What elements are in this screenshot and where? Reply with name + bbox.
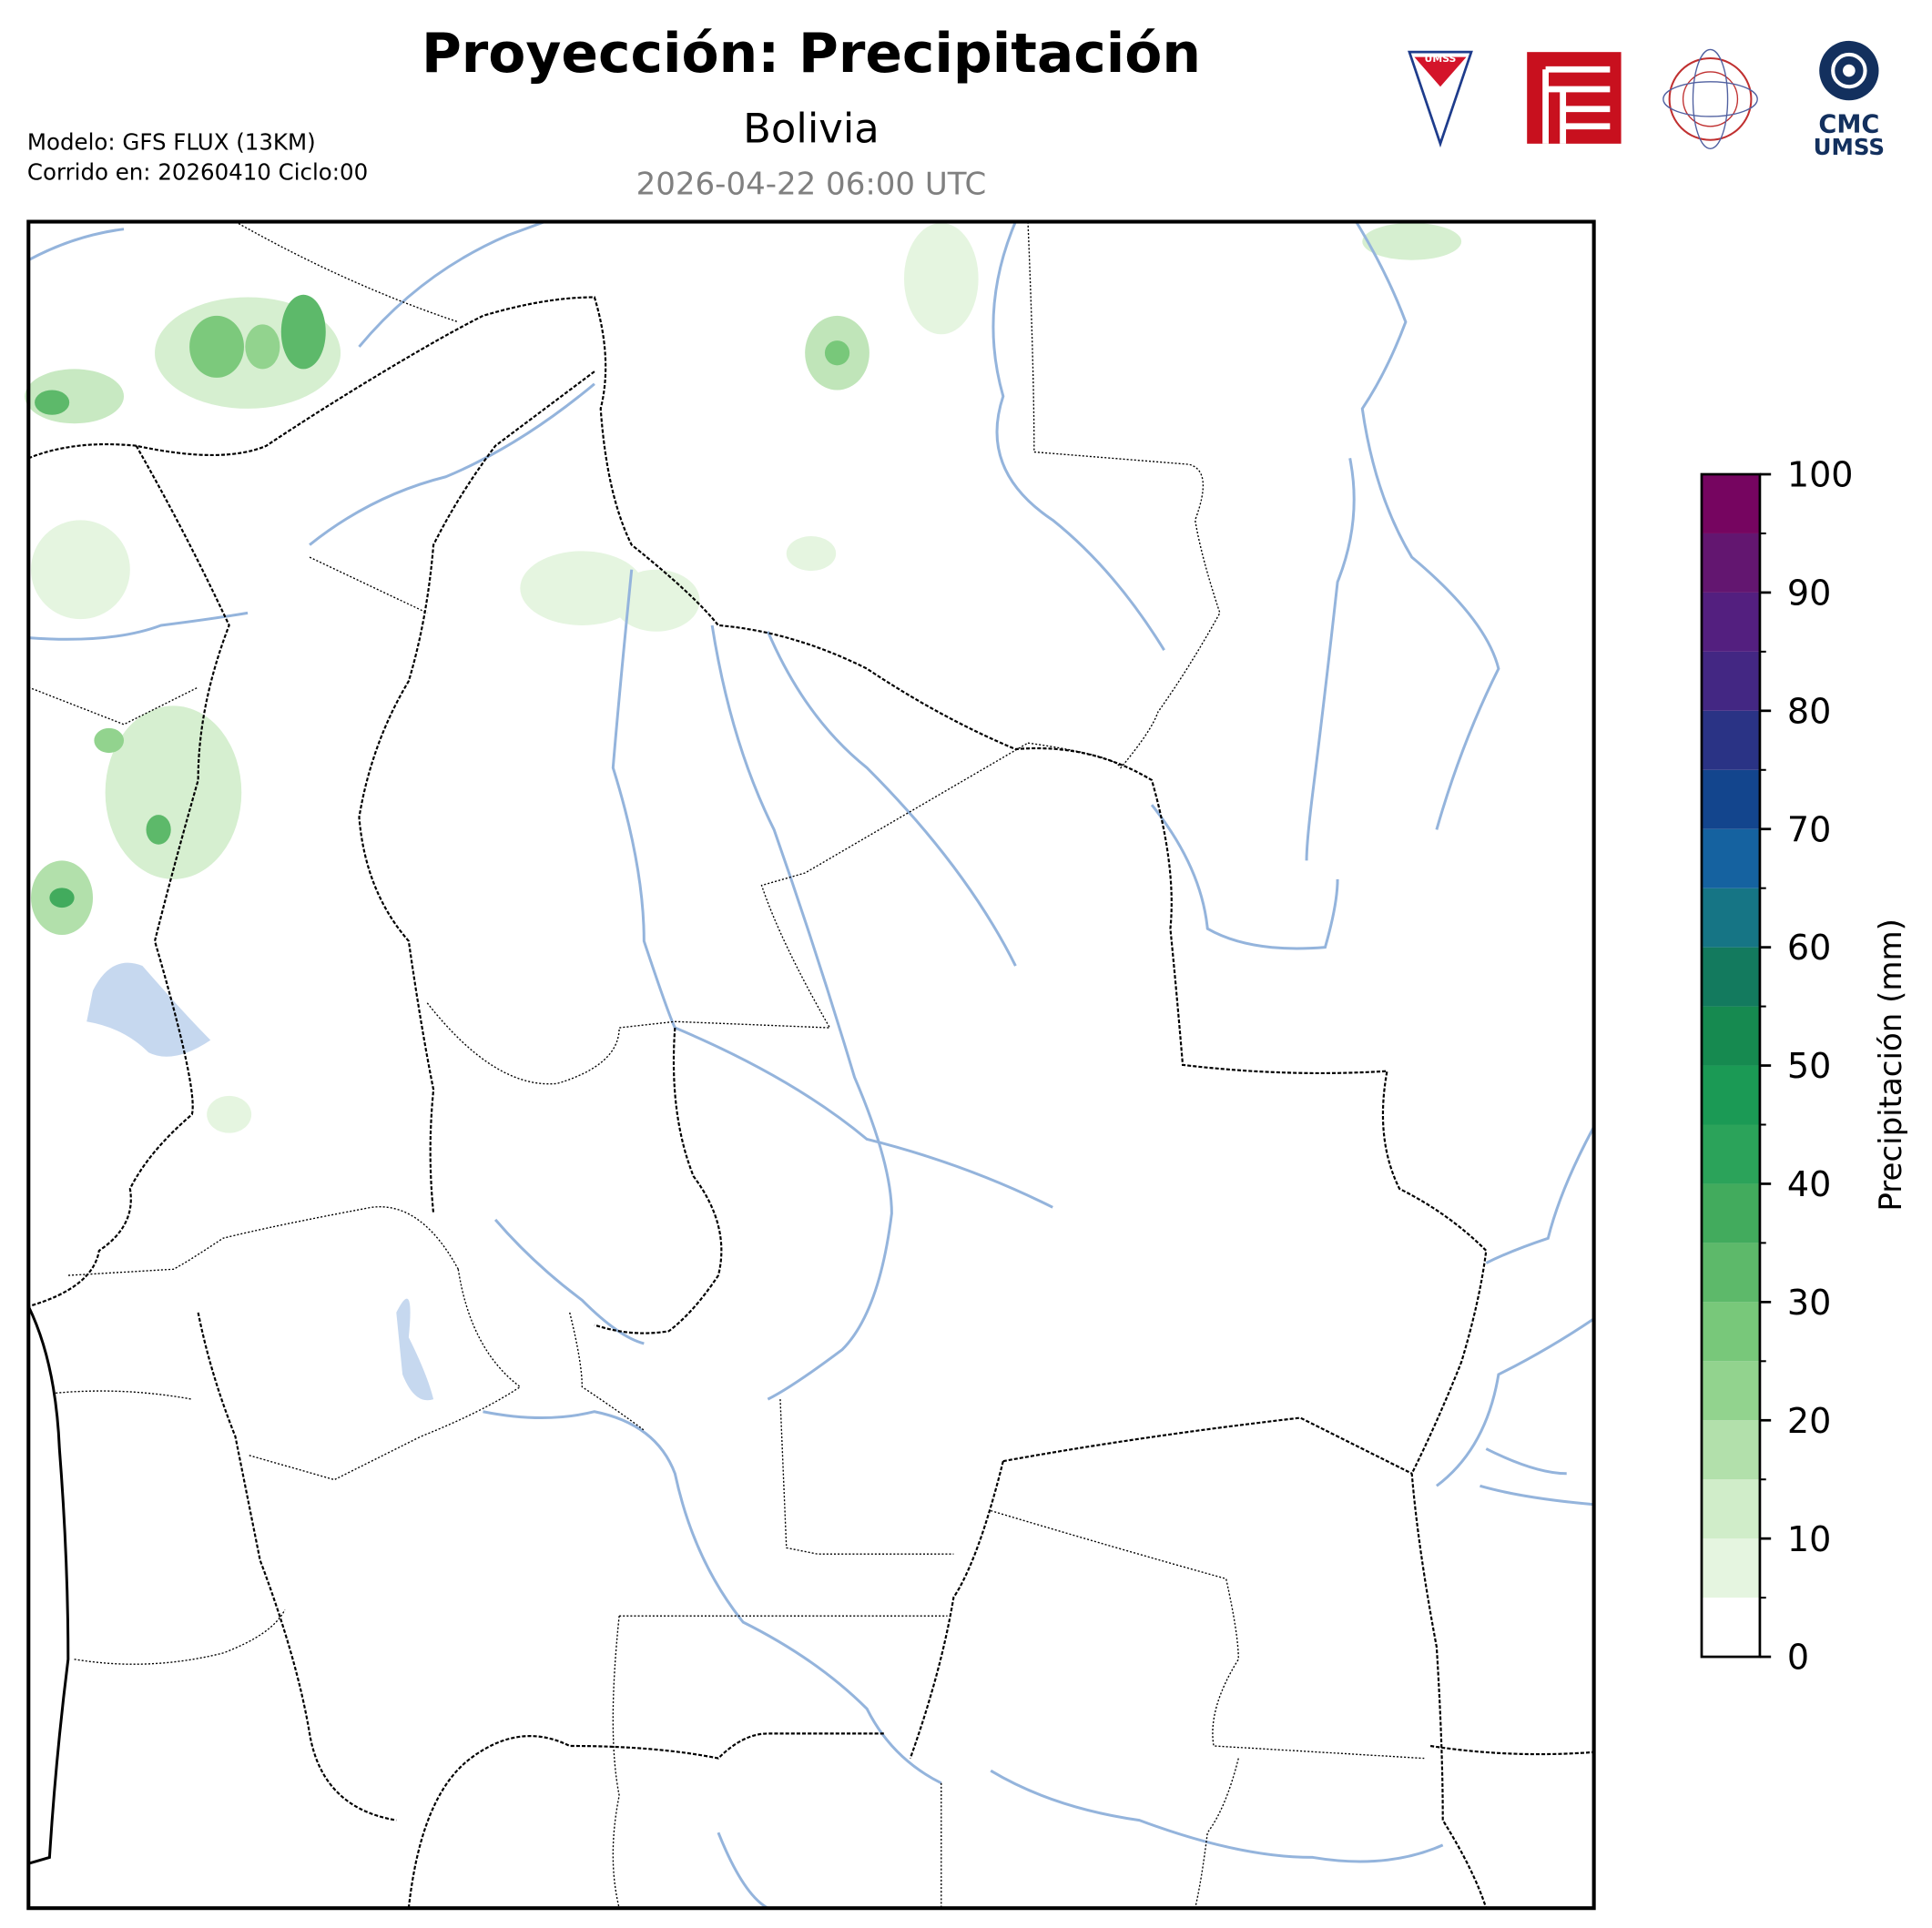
colorbar-tick-label: 60 (1787, 928, 1831, 968)
colorbar-segment (1701, 888, 1760, 948)
title: Proyección: Precipitación (422, 22, 1201, 86)
colorbar-tick-label: 90 (1787, 573, 1831, 614)
logo-text: CMC (1818, 111, 1879, 139)
colorbar-segment (1701, 1065, 1760, 1125)
subtitle: Bolivia (743, 104, 880, 152)
country-borders (26, 296, 1594, 1909)
colorbar-segment (1701, 769, 1760, 829)
colorbar-segment (1701, 592, 1760, 652)
colorbar-tick-label: 10 (1787, 1519, 1831, 1559)
colorbar-segment (1701, 1538, 1760, 1598)
logo-umss: UMSS (1408, 50, 1473, 148)
colorbar-segment (1701, 1420, 1760, 1480)
map-background (28, 221, 1594, 1909)
colorbar-segment (1701, 1479, 1760, 1539)
colorbar-tick-label: 40 (1787, 1164, 1831, 1204)
colorbar-tick-label: 30 (1787, 1283, 1831, 1323)
colorbar-segment (1701, 651, 1760, 711)
colorbar-tick-label: 50 (1787, 1046, 1831, 1086)
rivers (27, 220, 1595, 1910)
colorbar-segment (1701, 1124, 1760, 1184)
colorbar-segment (1701, 474, 1760, 533)
logo-text: UMSS (1814, 134, 1885, 160)
colorbar-segment (1701, 1361, 1760, 1421)
colorbar-tick-label: 80 (1787, 691, 1831, 731)
colorbar-segment (1701, 828, 1760, 888)
department-borders (28, 220, 1425, 1909)
lakes (86, 962, 434, 1401)
valid-time: 2026-04-22 06:00 UTC (636, 167, 987, 203)
colorbar: 0 10 20 30 40 50 60 70 80 90 100 (1700, 455, 1854, 1678)
colorbar-segment (1701, 1006, 1760, 1066)
colorbar-segment (1701, 710, 1760, 770)
model-info: Modelo: GFS FLUX (13KM) (27, 129, 316, 156)
logo-fisica (1663, 48, 1758, 149)
colorbar-segment (1701, 947, 1760, 1007)
colorbar-tick-label: 70 (1787, 809, 1831, 849)
colorbar-label: Precipitación (mm) (1873, 918, 1909, 1211)
colorbar-segment (1701, 1598, 1760, 1658)
colorbar-segment (1701, 1243, 1760, 1303)
colorbar-segment (1701, 533, 1760, 593)
logo-fcyt (1527, 52, 1622, 144)
logo-text: UMSS (1425, 53, 1457, 65)
colorbar-segment (1701, 1302, 1760, 1362)
colorbar-tick-label: 20 (1787, 1401, 1831, 1441)
colorbar-tick-label: 0 (1787, 1638, 1809, 1678)
colorbar-tick-label: 100 (1787, 455, 1854, 495)
logo-cmc: CMC UMSS (1814, 40, 1885, 160)
precipitation-field (25, 222, 1462, 1133)
map (25, 219, 1596, 1911)
colorbar-segment (1701, 1183, 1760, 1243)
run-info: Corrido en: 20260410 Ciclo:00 (27, 158, 368, 185)
map-frame (26, 219, 1596, 1911)
